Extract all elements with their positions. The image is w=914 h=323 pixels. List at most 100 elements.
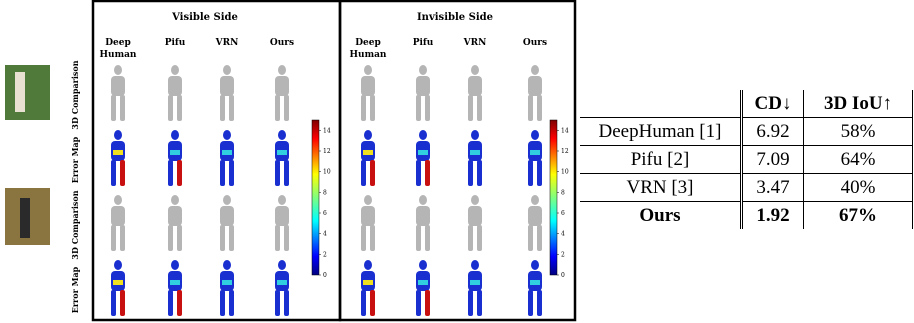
human-render xyxy=(528,130,542,186)
head xyxy=(278,195,286,205)
head xyxy=(364,195,372,205)
colorbar-tick-label: 6 xyxy=(323,210,327,217)
error-hotspot xyxy=(418,280,428,285)
error-hotspot xyxy=(113,150,123,155)
leg xyxy=(284,95,289,121)
colorbar-tick-label: 2 xyxy=(323,251,327,258)
human-render xyxy=(468,65,482,121)
head xyxy=(364,65,372,75)
error-hotspot xyxy=(530,280,540,285)
human-render xyxy=(220,130,234,186)
table-cell: 40% xyxy=(804,174,913,202)
leg xyxy=(477,290,482,316)
leg xyxy=(220,95,225,121)
human-render xyxy=(168,260,182,316)
head xyxy=(278,260,286,270)
human-render xyxy=(220,260,234,316)
human-render xyxy=(275,260,289,316)
head xyxy=(364,130,372,140)
leg xyxy=(284,225,289,251)
human-render xyxy=(416,260,430,316)
leg xyxy=(229,95,234,121)
head xyxy=(114,195,122,205)
torso xyxy=(361,76,375,96)
table-cell: 1.92 xyxy=(742,202,804,230)
leg xyxy=(468,160,473,186)
head xyxy=(114,65,122,75)
leg xyxy=(120,290,125,316)
leg xyxy=(275,95,280,121)
head xyxy=(531,260,539,270)
panel-title: Visible Side xyxy=(171,12,238,23)
head xyxy=(471,195,479,205)
leg xyxy=(416,160,421,186)
leg xyxy=(220,225,225,251)
leg xyxy=(177,160,182,186)
colorbar-tick-label: 8 xyxy=(323,189,327,196)
leg xyxy=(537,290,542,316)
torso xyxy=(220,206,234,226)
torso xyxy=(168,76,182,96)
human-render xyxy=(468,195,482,251)
row-label: Error Map xyxy=(70,266,80,313)
table-cell: 58% xyxy=(804,118,913,146)
human-render xyxy=(528,65,542,121)
human-render xyxy=(168,130,182,186)
leg xyxy=(284,160,289,186)
leg xyxy=(416,225,421,251)
page: Visible Side02468101214Invisible Side024… xyxy=(0,0,914,323)
leg xyxy=(275,225,280,251)
head xyxy=(171,260,179,270)
human-render xyxy=(111,130,125,186)
column-header: Ours xyxy=(509,37,561,49)
error-hotspot xyxy=(470,150,480,155)
torso xyxy=(220,76,234,96)
colorbar-tick-label: 6 xyxy=(561,210,565,217)
table-cell: 3.47 xyxy=(742,174,804,202)
leg xyxy=(528,290,533,316)
leg xyxy=(477,225,482,251)
leg xyxy=(229,225,234,251)
torso xyxy=(528,206,542,226)
head xyxy=(223,260,231,270)
leg xyxy=(370,95,375,121)
head xyxy=(223,130,231,140)
error-hotspot xyxy=(277,150,287,155)
head xyxy=(171,65,179,75)
head xyxy=(531,65,539,75)
colorbar-tick-label: 14 xyxy=(561,127,569,134)
human-render xyxy=(220,195,234,251)
colorbar-tick-label: 0 xyxy=(323,272,327,279)
head xyxy=(114,260,122,270)
leg xyxy=(177,290,182,316)
human-render xyxy=(361,65,375,121)
leg xyxy=(425,95,430,121)
colorbar xyxy=(312,120,319,275)
column-header: Pifu xyxy=(149,37,201,49)
leg xyxy=(528,95,533,121)
error-hotspot xyxy=(222,150,232,155)
head xyxy=(531,130,539,140)
torso xyxy=(468,206,482,226)
torso xyxy=(111,206,125,226)
human-render xyxy=(168,195,182,251)
leg xyxy=(537,225,542,251)
human-render xyxy=(528,195,542,251)
leg xyxy=(177,95,182,121)
leg xyxy=(177,225,182,251)
torso xyxy=(528,76,542,96)
error-hotspot xyxy=(113,280,123,285)
table-cell: 6.92 xyxy=(742,118,804,146)
human-render xyxy=(416,130,430,186)
leg xyxy=(537,95,542,121)
leg xyxy=(370,160,375,186)
results-table: CD↓3D IoU↑DeepHuman [1]6.9258%Pifu [2]7.… xyxy=(580,90,913,229)
leg xyxy=(220,290,225,316)
leg xyxy=(275,160,280,186)
human-render xyxy=(416,195,430,251)
leg xyxy=(416,95,421,121)
leg xyxy=(370,225,375,251)
table-cell: Ours xyxy=(580,202,742,230)
head xyxy=(223,65,231,75)
